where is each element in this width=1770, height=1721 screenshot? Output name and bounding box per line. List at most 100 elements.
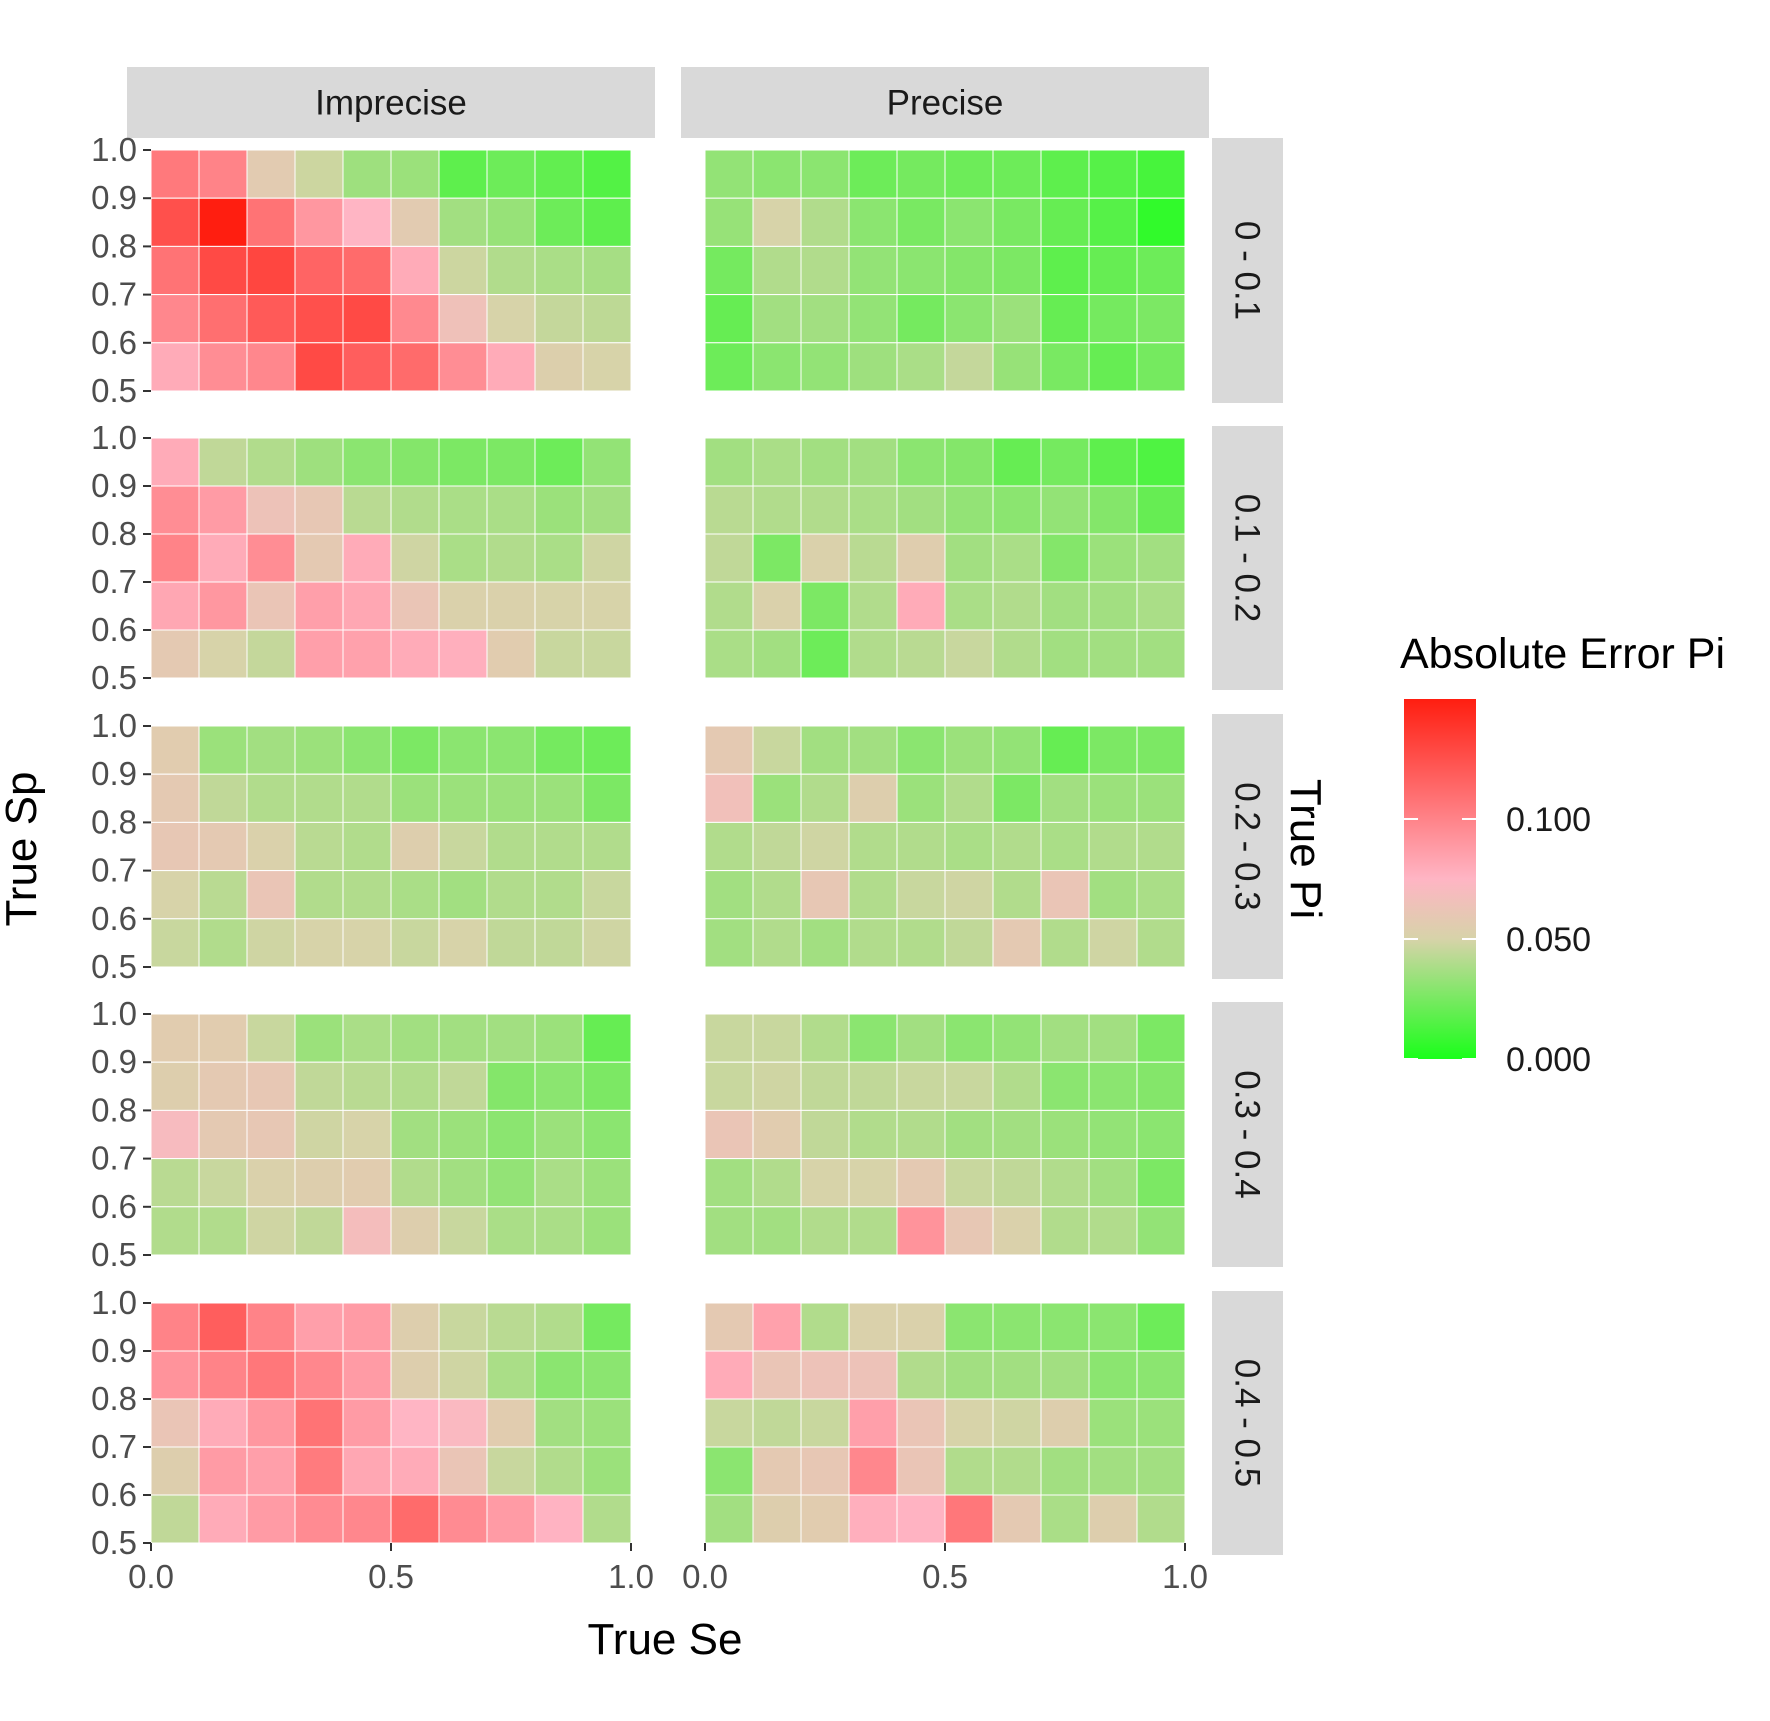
heatmap-cell [438, 821, 488, 872]
y-tick-label: 0.8 [91, 1380, 137, 1417]
heatmap-cell [438, 1013, 488, 1063]
heatmap-cell [342, 294, 392, 344]
heatmap-cell [848, 1350, 898, 1400]
heatmap-cell [486, 725, 536, 775]
heatmap-cell [198, 485, 248, 535]
heatmap-cell [752, 821, 802, 872]
heatmap-cell [150, 918, 200, 968]
heatmap-panel [704, 149, 1186, 392]
heatmap-cell [1040, 870, 1090, 920]
heatmap-cell [198, 245, 248, 296]
heatmap-cell [800, 918, 850, 968]
heatmap-cell [1136, 870, 1186, 920]
heatmap-cell [896, 245, 946, 296]
heatmap-cell [1088, 1158, 1138, 1208]
heatmap-cell [1088, 773, 1138, 823]
heatmap-cell [246, 1061, 296, 1111]
heatmap-cell [150, 1446, 200, 1496]
heatmap-cell [800, 294, 850, 344]
heatmap-cell [1040, 918, 1090, 968]
heatmap-cell [704, 437, 754, 487]
heatmap-cell [800, 725, 850, 775]
heatmap-cell [150, 294, 200, 344]
heatmap-cell [1088, 1302, 1138, 1352]
heatmap-cell [1040, 1350, 1090, 1400]
heatmap-cell [534, 1206, 584, 1256]
legend-break-label: 0.050 [1506, 921, 1591, 959]
heatmap-cell [944, 773, 994, 823]
heatmap-cell [246, 1013, 296, 1063]
heatmap-cell [944, 1446, 994, 1496]
heatmap-cell [582, 1109, 632, 1160]
heatmap-cell [198, 629, 248, 679]
heatmap-cell [342, 245, 392, 296]
heatmap-cell [390, 197, 440, 247]
heatmap-cell [390, 245, 440, 296]
heatmap-cell [992, 149, 1042, 199]
heatmap-cell [582, 1494, 632, 1544]
heatmap-cell [438, 1446, 488, 1496]
heatmap-cell [848, 1158, 898, 1208]
heatmap-cell [896, 1061, 946, 1111]
heatmap-cell [438, 245, 488, 296]
heatmap-cell [752, 533, 802, 583]
heatmap-cell [582, 1061, 632, 1111]
heatmap-cell [150, 629, 200, 679]
heatmap-cell [342, 1302, 392, 1352]
heatmap-cell [800, 629, 850, 679]
heatmap-cell [486, 1109, 536, 1160]
heatmap-cell [390, 725, 440, 775]
heatmap-cell [992, 1350, 1042, 1400]
heatmap-cell [294, 870, 344, 920]
heatmap-cell [246, 1446, 296, 1496]
heatmap-cell [390, 1398, 440, 1448]
row-strip-label: 0.4 - 0.5 [1228, 1359, 1267, 1487]
heatmap-cell [150, 197, 200, 247]
heatmap-cell [992, 1013, 1042, 1063]
heatmap-cell [1040, 725, 1090, 775]
heatmap-cell [800, 342, 850, 392]
facet-strips: Imprecise Precise 0 - 0.1 0.1 - 0.2 0.2 - 0.… [127, 67, 1283, 1555]
heatmap-cell [1040, 1109, 1090, 1160]
heatmap-cell [1040, 197, 1090, 247]
heatmap-cell [486, 533, 536, 583]
heatmap-cell [1136, 1158, 1186, 1208]
heatmap-cell [1040, 342, 1090, 392]
heatmap-cell [150, 581, 200, 631]
heatmap-cell [848, 1494, 898, 1544]
heatmap-cell [944, 294, 994, 344]
heatmap-cell [896, 437, 946, 487]
heatmap-cell [944, 918, 994, 968]
heatmap-cell [800, 1061, 850, 1111]
heatmap-cell [486, 1446, 536, 1496]
heatmap-cell [582, 1350, 632, 1400]
heatmap-panel [704, 437, 1186, 679]
heatmap-cell [486, 1061, 536, 1111]
heatmap-cell [342, 485, 392, 535]
y-axis: 0.5 0.6 0.7 0.8 0.9 1.0 [91, 995, 151, 1273]
heatmap-cell [1040, 1446, 1090, 1496]
heatmap-cell [246, 821, 296, 872]
heatmap-cell [1040, 581, 1090, 631]
heatmap-cell [992, 1446, 1042, 1496]
heatmap-cell [1136, 533, 1186, 583]
heatmap-cell [800, 149, 850, 199]
heatmap-cell [294, 1109, 344, 1160]
heatmap-cell [294, 629, 344, 679]
y-tick-label: 0.8 [91, 515, 137, 552]
heatmap-cell [1040, 773, 1090, 823]
heatmap-cell [896, 870, 946, 920]
heatmap-cell [582, 725, 632, 775]
heatmap-cell [992, 870, 1042, 920]
heatmap-cell [848, 629, 898, 679]
heatmap-cell [896, 197, 946, 247]
heatmap-cell [704, 1206, 754, 1256]
heatmap-cell [1136, 294, 1186, 344]
heatmap-cell [1136, 821, 1186, 872]
y-tick-label: 0.9 [91, 1043, 137, 1080]
heatmap-cell [534, 918, 584, 968]
heatmap-cell [1088, 245, 1138, 296]
heatmap-cell [486, 629, 536, 679]
heatmap-cell [390, 1302, 440, 1352]
heatmap-cell [438, 197, 488, 247]
